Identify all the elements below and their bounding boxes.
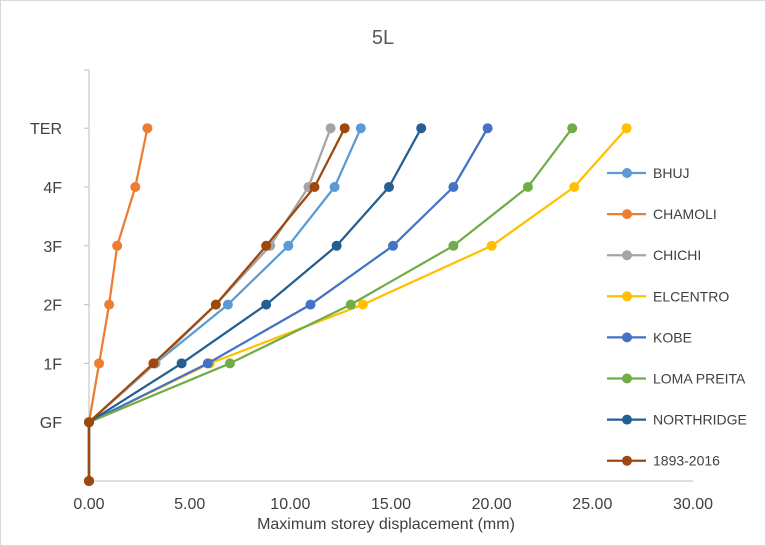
x-tick-label: 25.00 — [572, 496, 612, 513]
series-line — [87, 127, 332, 481]
legend-marker — [622, 332, 632, 343]
data-point — [355, 123, 366, 134]
x-tick-label: 20.00 — [472, 496, 512, 513]
legend-label: 1893-2016 — [653, 453, 720, 469]
data-point — [567, 123, 578, 134]
x-tick-label: 0.00 — [73, 496, 104, 513]
data-point — [331, 240, 342, 251]
data-point — [222, 299, 233, 310]
x-tick-label: 30.00 — [673, 496, 713, 513]
y-tick-label: TER — [30, 121, 62, 138]
legend-item: CHAMOLI — [607, 206, 717, 222]
data-point — [84, 476, 94, 486]
legend-marker — [622, 414, 632, 425]
legend-marker — [622, 455, 632, 466]
y-tick-label: 2F — [43, 298, 62, 315]
data-point — [522, 182, 533, 192]
series-kobe — [84, 123, 493, 486]
data-point — [261, 240, 272, 251]
chart-title: 5L — [372, 27, 394, 49]
legend-item: BHUJ — [607, 165, 690, 181]
y-tick-label: 4F — [43, 180, 62, 197]
data-point — [224, 358, 235, 369]
y-tick-label: 1F — [43, 356, 62, 373]
data-point — [383, 182, 394, 192]
legend-marker — [622, 168, 632, 178]
legend-label: ELCENTRO — [653, 288, 729, 304]
data-point — [305, 299, 316, 310]
series-chichi — [84, 123, 336, 486]
series-loma-preita — [84, 123, 578, 486]
legend-label: KOBE — [653, 329, 692, 345]
x-tick-label: 5.00 — [174, 496, 205, 513]
series-elcentro — [84, 123, 632, 486]
series-1893-2016 — [84, 123, 350, 486]
x-tick-label: 15.00 — [371, 496, 411, 513]
series-layer — [84, 123, 632, 486]
series-northridge — [84, 123, 427, 486]
y-tick-labels: GF 1F 2F 3F 4F TER — [30, 121, 62, 432]
legend-item: CHICHI — [607, 247, 701, 263]
data-point — [283, 240, 294, 251]
legend-marker — [622, 250, 632, 261]
data-point — [388, 240, 399, 251]
legend-label: NORTHRIDGE — [653, 412, 747, 428]
data-point — [345, 299, 356, 310]
data-point — [148, 358, 159, 369]
series-chamoli — [84, 123, 153, 486]
y-tick-label: GF — [40, 415, 62, 432]
legend-label: CHICHI — [653, 247, 701, 263]
data-point — [309, 182, 320, 192]
x-axis-label: Maximum storey displacement (mm) — [257, 516, 515, 533]
data-point — [142, 123, 153, 134]
data-point — [84, 417, 94, 428]
data-point — [416, 123, 427, 134]
data-point — [486, 240, 497, 251]
data-point — [94, 358, 105, 369]
series-line — [87, 127, 574, 481]
legend-label: LOMA PREITA — [653, 371, 746, 387]
data-point — [448, 240, 459, 251]
data-point — [202, 358, 213, 369]
data-point — [448, 182, 459, 192]
legend: BHUJ CHAMOLI CHICHI ELCENTRO KOBE LOMA PREITA… — [607, 165, 747, 469]
axes — [84, 69, 693, 482]
legend-label: BHUJ — [653, 165, 690, 181]
data-point — [482, 123, 493, 134]
series-line — [87, 127, 149, 481]
data-point — [621, 123, 632, 134]
legend-item: ELCENTRO — [607, 288, 729, 304]
series-line — [87, 127, 628, 481]
series-line — [87, 127, 489, 481]
data-point — [130, 182, 141, 192]
legend-label: CHAMOLI — [653, 206, 717, 222]
x-tick-labels: 0.00 5.00 10.00 15.00 20.00 25.00 30.00 — [73, 496, 713, 513]
legend-item: KOBE — [607, 329, 692, 345]
data-point — [569, 182, 580, 192]
data-point — [104, 299, 115, 310]
legend-marker — [622, 209, 632, 220]
series-line — [87, 127, 423, 481]
data-point — [339, 123, 350, 134]
data-point — [210, 299, 221, 310]
legend-marker — [622, 373, 632, 384]
legend-marker — [622, 291, 632, 302]
legend-item: NORTHRIDGE — [607, 412, 747, 428]
legend-item: LOMA PREITA — [607, 371, 746, 387]
series-bhuj — [84, 123, 366, 486]
data-point — [329, 182, 340, 192]
data-point — [357, 299, 368, 310]
data-point — [261, 299, 272, 310]
legend-item: 1893-2016 — [607, 453, 720, 469]
data-point — [325, 123, 336, 134]
x-tick-label: 10.00 — [270, 496, 310, 513]
y-tick-label: 3F — [43, 239, 62, 256]
data-point — [112, 240, 123, 251]
data-point — [176, 358, 187, 369]
